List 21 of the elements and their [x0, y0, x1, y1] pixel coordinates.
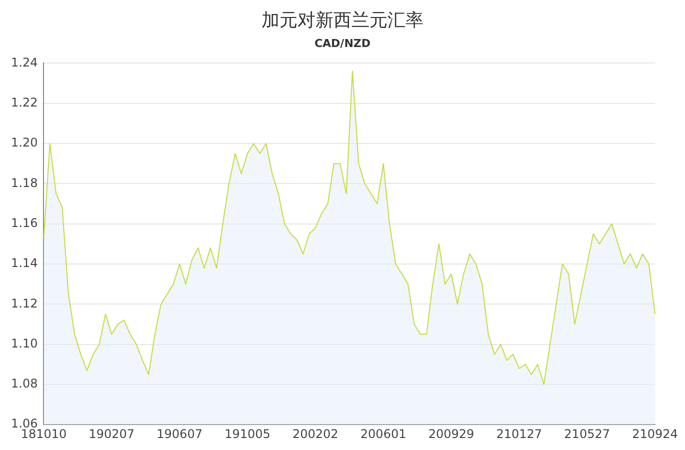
x-tick-label: 190207	[88, 426, 135, 441]
y-tick-label: 1.16	[11, 216, 38, 230]
y-tick-label: 1.08	[11, 376, 38, 391]
y-tick-label: 1.20	[11, 136, 38, 150]
x-tick-label: 191005	[224, 426, 270, 441]
y-tick-label: 1.12	[11, 296, 38, 310]
chart-subtitle: CAD/NZD	[313, 37, 372, 50]
x-tick-label: 200601	[360, 426, 406, 441]
y-tick-label: 1.14	[11, 256, 38, 270]
x-tick-label: 181010	[20, 426, 67, 441]
x-tick-label: 190607	[156, 426, 202, 441]
x-tick-label: 200202	[292, 426, 338, 441]
y-tick-label: 1.22	[11, 95, 38, 110]
x-tick-label: 210924	[632, 426, 678, 441]
x-tick-label: 200929	[428, 426, 474, 441]
y-tick-label: 1.24	[11, 55, 38, 70]
y-tick-label: 1.10	[11, 336, 38, 350]
chart-title: 加元对新西兰元汇率	[260, 9, 424, 32]
x-tick-label: 210127	[496, 426, 542, 441]
y-tick-label: 1.18	[11, 176, 38, 190]
x-tick-label: 210527	[564, 426, 610, 441]
